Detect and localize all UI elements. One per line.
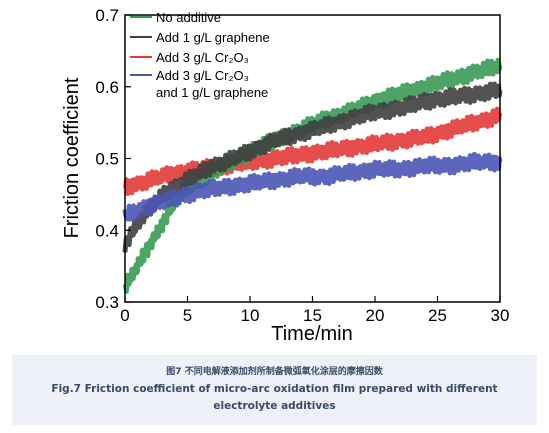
y-axis-label: Friction coefficient (61, 77, 83, 238)
legend-label-line2: and 1 g/L graphene (156, 85, 268, 100)
y-tick-label: 0.5 (95, 150, 119, 169)
legend-label: No additive (156, 10, 221, 25)
caption-chinese: 图7 不同电解液添加剂所制备微弧氧化涂层的摩擦因数 (166, 367, 383, 377)
y-tick-label: 0.4 (95, 221, 119, 240)
legend-label: Add 3 g/L Cr₂O₃ (156, 50, 249, 65)
x-tick-label: 30 (491, 306, 510, 325)
caption-english: Fig.7 Friction coefficient of micro-arc … (51, 383, 498, 412)
y-tick-label: 0.3 (95, 293, 119, 312)
y-tick-label: 0.6 (95, 78, 119, 97)
legend-label: Add 3 g/L Cr₂O₃ (156, 68, 249, 83)
x-tick-label: 0 (120, 306, 129, 325)
x-axis-label: Time/min (271, 323, 352, 345)
series-layer (122, 57, 503, 294)
x-tick-label: 5 (183, 306, 192, 325)
series-line-3 (122, 151, 503, 222)
y-tick-label: 0.7 (95, 6, 119, 25)
x-tick-label: 20 (366, 306, 385, 325)
chart: 0 5 10 15 20 25 30 0.3 0.4 0.5 0.6 0.7 No additive A… (61, 6, 509, 345)
legend-label: Add 1 g/L graphene (156, 30, 270, 45)
x-tick-label: 15 (303, 306, 322, 325)
x-tick-label: 25 (428, 306, 447, 325)
figure-caption: 图7 不同电解液添加剂所制备微弧氧化涂层的摩擦因数 Fig.7 Friction… (12, 355, 537, 425)
ticks-layer: 0 5 10 15 20 25 30 0.3 0.4 0.5 0.6 0.7 (95, 6, 509, 325)
series-line-1 (122, 81, 503, 253)
x-tick-label: 10 (241, 306, 260, 325)
legend: No additive Add 1 g/L graphene Add 3 g/L C… (130, 10, 270, 100)
chart-svg: 0 5 10 15 20 25 30 0.3 0.4 0.5 0.6 0.7 No additive A… (61, 6, 509, 345)
